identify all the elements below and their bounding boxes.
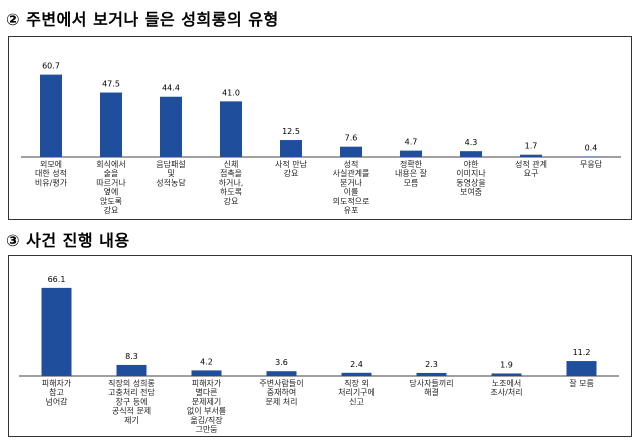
chart2-category-label-5: 당사자들끼리 해결: [409, 378, 453, 397]
chart1-title: ② 주변에서 보거나 들은 성희롱의 유형: [6, 10, 279, 29]
chart1-value-label-9: 0.4: [585, 143, 598, 152]
chart1-value-label-6: 4.7: [405, 138, 418, 147]
chart1-bar-9: [580, 156, 602, 157]
chart1-category-label-6: 정확한 내용은 잘 모름: [395, 159, 428, 187]
chart2-bar-0: [41, 287, 72, 376]
chart1-category-label-2: 음담패설 및 성적농담: [156, 159, 186, 187]
chart2-panel: 66.1 피해자가 참고 넘어감 8.3 직장의 성희롱 고충처리 전담 창구 등에 공식적 문…: [8, 255, 632, 437]
chart1-bar-5: [340, 146, 362, 157]
chart2-value-label-6: 1.9: [500, 360, 513, 369]
chart1-bar-2: [160, 96, 182, 157]
chart2-value-label-4: 2.4: [350, 360, 363, 369]
chart2-value-label-1: 8.3: [125, 352, 138, 361]
chart1-category-label-0: 외모에 대한 성적 비유/평가: [35, 159, 68, 187]
chart1-value-label-7: 4.3: [465, 138, 478, 147]
chart2-value-label-7: 11.2: [573, 348, 591, 357]
chart2-value-label-0: 66.1: [48, 275, 66, 284]
chart2-bar-5: [416, 372, 447, 376]
chart1-bar-8: [520, 154, 542, 157]
chart1-category-label-3: 신체 접촉을 하거나, 하도록 강요: [219, 159, 244, 206]
chart2-category-label-2: 피해자가 별다른 문제제기 없이 부서를 옮김/직장 그만둠: [187, 378, 226, 434]
chart2-bar-4: [341, 372, 372, 376]
chart2-category-label-3: 주변사람들이 중재하여 문제 처리: [259, 378, 303, 406]
chart2-value-label-3: 3.6: [275, 358, 288, 367]
chart1-category-label-9: 무응답: [580, 159, 603, 169]
chart1-value-label-1: 47.5: [102, 80, 120, 89]
chart1-category-label-4: 사적 만남 강요: [275, 159, 308, 178]
chart2-bar-7: [566, 361, 597, 376]
chart1-category-label-7: 야한 이미지나 동영상을 보여줌: [456, 159, 486, 197]
chart1-bar-7: [460, 151, 482, 157]
chart1-value-label-4: 12.5: [282, 127, 300, 136]
chart1-bar-3: [220, 101, 242, 157]
chart1-category-label-5: 성적 사실관계를 묻거나 이를 의도적으로 유포: [333, 159, 370, 215]
chart1-svg: 60.7 외모에 대한 성적 비유/평가 47.5 회식에서 술을 따르거나 옆에 앉도록 강요 44…: [21, 62, 621, 215]
chart2-svg: 66.1 피해자가 참고 넘어감 8.3 직장의 성희롱 고충처리 전담 창구 등에 공식적 문…: [19, 275, 619, 434]
chart1-value-label-2: 44.4: [162, 84, 180, 93]
chart2-title: ③ 사건 진행 내용: [6, 231, 130, 250]
chart2-bar-6: [491, 373, 522, 376]
chart1-bar-1: [100, 92, 122, 157]
chart1-category-label-1: 회식에서 술을 따르거나 옆에 앉도록 강요: [96, 160, 126, 215]
chart2-bar-2: [191, 370, 222, 376]
chart2-category-label-4: 직장 외 처리기구에 신고: [338, 378, 375, 406]
chart2-category-label-0: 피해자가 참고 넘어감: [42, 378, 72, 406]
chart1-value-label-0: 60.7: [42, 62, 60, 71]
chart2-value-label-5: 2.3: [425, 360, 438, 369]
chart2-value-label-2: 4.2: [200, 357, 213, 366]
chart1-bar-4: [280, 140, 302, 157]
chart1-bar-6: [400, 150, 422, 157]
chart2-category-label-1: 직장의 성희롱 고충처리 전담 창구 등에 공식적 문제 제기: [108, 378, 155, 425]
chart2-bar-1: [116, 364, 147, 376]
chart2-bar-3: [266, 371, 297, 376]
chart1-bar-0: [40, 74, 62, 157]
chart2-category-label-6: 노조에서 조사/처리: [490, 379, 522, 397]
chart1-panel: 60.7 외모에 대한 성적 비유/평가 47.5 회식에서 술을 따르거나 옆에 앉도록 강요 44…: [8, 36, 632, 220]
chart1-category-label-8: 성적 관계 요구: [515, 159, 547, 178]
chart1-value-label-8: 1.7: [525, 142, 538, 151]
chart2-category-label-7: 잘 모름: [569, 379, 594, 388]
chart1-value-label-3: 41.0: [222, 88, 240, 97]
chart1-value-label-5: 7.6: [345, 134, 358, 143]
